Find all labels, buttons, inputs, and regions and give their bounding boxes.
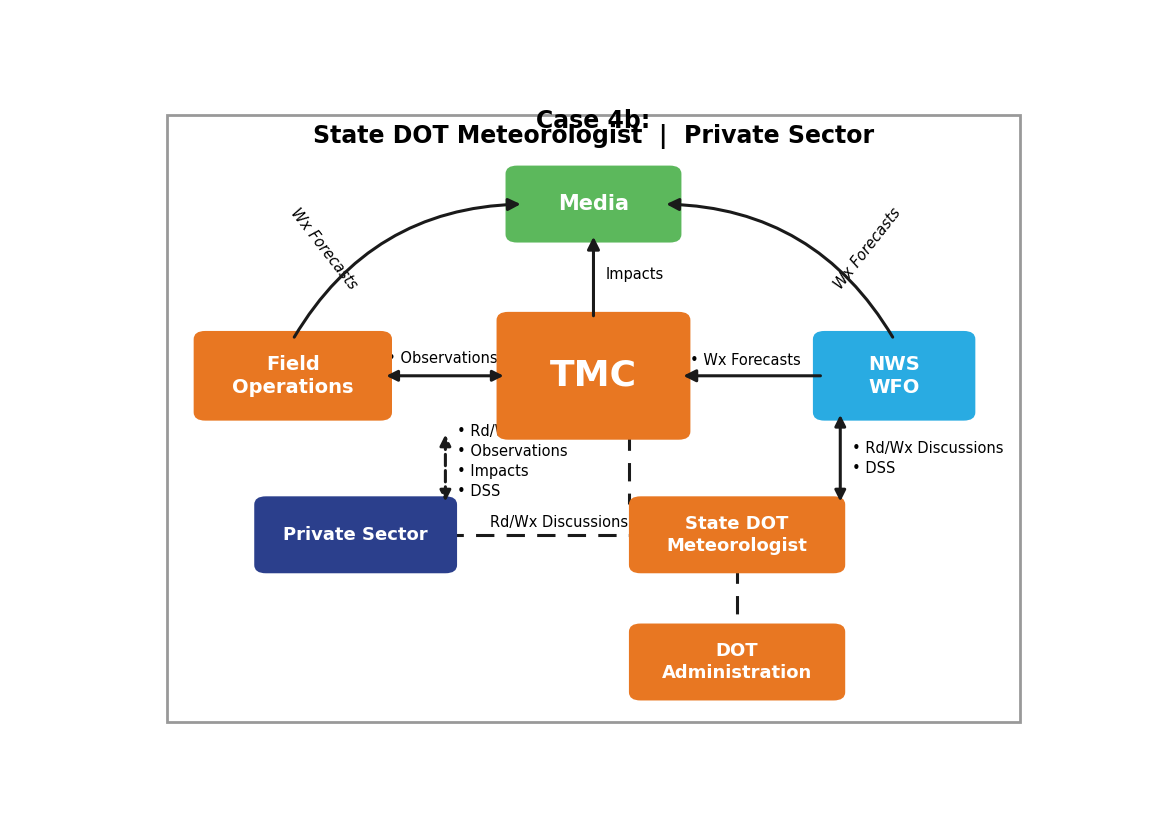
Text: NWS
WFO: NWS WFO	[868, 354, 919, 397]
Text: State DOT
Meteorologist: State DOT Meteorologist	[667, 515, 807, 555]
Text: Impacts: Impacts	[606, 267, 664, 282]
FancyBboxPatch shape	[629, 624, 845, 700]
FancyBboxPatch shape	[167, 115, 1020, 723]
Text: • Observations: • Observations	[387, 350, 498, 366]
Text: Wx Forecasts: Wx Forecasts	[288, 206, 360, 292]
FancyBboxPatch shape	[813, 331, 975, 420]
FancyBboxPatch shape	[255, 496, 457, 573]
Text: Media: Media	[558, 194, 629, 214]
Text: • Rd/Wx Forecasts
• Observations
• Impacts
• DSS: • Rd/Wx Forecasts • Observations • Impac…	[457, 425, 592, 499]
Text: Field
Operations: Field Operations	[232, 354, 353, 397]
Text: Case 4b:: Case 4b:	[536, 109, 651, 133]
Text: • Rd/Wx Discussions
• DSS: • Rd/Wx Discussions • DSS	[852, 441, 1004, 476]
FancyBboxPatch shape	[629, 496, 845, 573]
FancyBboxPatch shape	[497, 312, 690, 439]
Text: Wx Forecasts: Wx Forecasts	[831, 206, 903, 292]
Text: • Wx Forecasts: • Wx Forecasts	[689, 353, 800, 368]
Text: Private Sector: Private Sector	[284, 526, 428, 544]
Text: State DOT Meteorologist  |  Private Sector: State DOT Meteorologist | Private Sector	[313, 124, 874, 149]
Text: TMC: TMC	[550, 358, 637, 393]
Text: DOT
Administration: DOT Administration	[662, 642, 812, 682]
FancyBboxPatch shape	[506, 165, 681, 243]
Text: Rd/Wx Discussions: Rd/Wx Discussions	[490, 515, 629, 529]
FancyBboxPatch shape	[193, 331, 393, 420]
